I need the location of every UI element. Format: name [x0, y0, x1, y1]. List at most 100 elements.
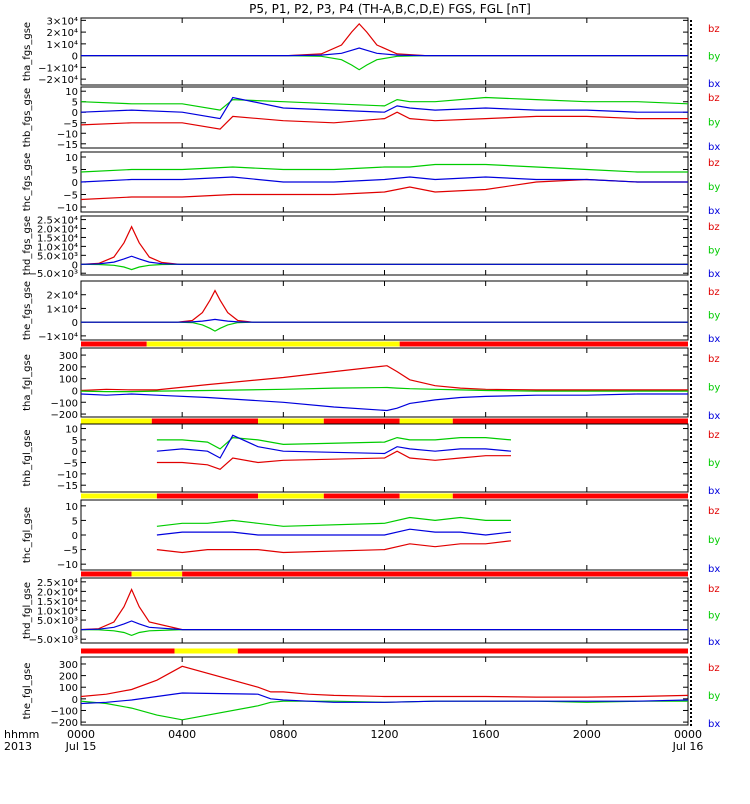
mode-bar-segment-yellow: [258, 418, 324, 424]
edge-tick-mark: [690, 508, 692, 510]
y-tick-label: 1.0×10⁴: [37, 242, 78, 253]
legend-bx: bx: [708, 719, 720, 730]
legend-bx: bx: [708, 637, 720, 648]
edge-tick-mark: [690, 176, 692, 178]
edge-tick-mark: [690, 92, 692, 94]
edge-tick-mark: [690, 216, 692, 218]
edge-tick-mark: [690, 188, 692, 190]
edge-tick-mark: [690, 596, 692, 598]
series-line-bx: [80, 692, 689, 705]
legend-bx: bx: [708, 206, 720, 217]
y-tick-label: −5.0×10³: [29, 269, 78, 280]
edge-tick-mark: [690, 676, 692, 678]
edge-tick-mark: [690, 236, 692, 238]
y-tick-label: −15: [57, 140, 78, 151]
edge-tick-mark: [690, 260, 692, 262]
edge-tick-mark: [690, 472, 692, 474]
legend-bz: bz: [708, 663, 720, 674]
y-tick-label: 10: [65, 153, 78, 164]
edge-tick-mark: [690, 568, 692, 570]
mode-bar-segment-red: [237, 648, 688, 654]
series-line-bz: [80, 665, 689, 698]
edge-tick-mark: [690, 604, 692, 606]
edge-tick-mark: [690, 232, 692, 234]
series-line-by: [80, 263, 688, 271]
edge-tick-mark: [690, 284, 692, 286]
edge-tick-mark: [690, 612, 692, 614]
y-tick-label: 2.0×10⁴: [37, 587, 78, 598]
edge-tick-mark: [690, 244, 692, 246]
mode-bar-segment-yellow: [146, 341, 400, 347]
y-tick-label: 5: [72, 98, 78, 109]
edge-tick-mark: [690, 700, 692, 702]
series-line-bx: [80, 255, 688, 265]
edge-tick-mark: [690, 544, 692, 546]
edge-tick-mark: [690, 628, 692, 630]
edge-tick-mark: [690, 148, 692, 150]
time-axis-row-label-2: 2013: [4, 740, 32, 753]
edge-tick-mark: [690, 560, 692, 562]
edge-tick-mark: [690, 492, 692, 494]
edge-tick-mark: [690, 392, 692, 394]
edge-tick-mark: [690, 512, 692, 514]
time-axis-row-label-1: hhmm: [4, 728, 39, 741]
edge-tick-mark: [690, 276, 692, 278]
edge-tick-mark: [690, 440, 692, 442]
mode-bar-segment-yellow: [81, 418, 152, 424]
series-line-by: [81, 54, 688, 71]
y-tick-label: 2×10⁴: [47, 291, 78, 302]
edge-tick-mark: [690, 712, 692, 714]
edge-tick-mark: [690, 360, 692, 362]
edge-tick-mark: [690, 572, 692, 574]
edge-tick-mark: [690, 52, 692, 54]
edge-tick-mark: [690, 584, 692, 586]
edge-tick-mark: [690, 476, 692, 478]
series-line-bz: [81, 289, 688, 323]
y-tick-label: 5: [72, 166, 78, 177]
edge-tick-mark: [690, 388, 692, 390]
x-tick-sublabel: Jul 16: [672, 740, 704, 753]
panel-thc_fgs_gse: 10 50 −5−10 thc_fgs_gse bz by bx: [22, 151, 720, 217]
edge-tick-mark: [690, 640, 692, 642]
chart-title: P5, P1, P2, P3, P4 (TH-A,B,C,D,E) FGS, F…: [249, 2, 531, 16]
legend-bz: bz: [708, 158, 720, 169]
edge-tick-mark: [690, 340, 692, 342]
x-tick-label: 0400: [168, 728, 196, 741]
y-tick-label: 0: [72, 260, 78, 271]
y-tick-label: 2×10⁴: [47, 28, 78, 39]
edge-tick-mark: [690, 380, 692, 382]
y-tick-label: 5.0×10³: [37, 251, 78, 262]
y-axis-label: tha_fgs_gse: [22, 22, 33, 81]
edge-tick-mark: [690, 332, 692, 334]
edge-tick-mark: [690, 120, 692, 122]
legend-bx: bx: [708, 564, 720, 575]
edge-tick-mark: [690, 88, 692, 90]
edge-tick-mark: [690, 180, 692, 182]
legend-by: by: [708, 311, 720, 322]
edge-tick-mark: [690, 592, 692, 594]
y-tick-label: 2.5×10⁴: [37, 578, 78, 589]
edge-tick-mark: [690, 48, 692, 50]
series-line-bx: [156, 434, 512, 459]
legend-by: by: [708, 182, 720, 193]
y-tick-label: −15: [57, 481, 78, 492]
legend-bz: bz: [708, 430, 720, 441]
edge-tick-mark: [690, 500, 692, 502]
mode-bar-segment-red: [81, 341, 147, 347]
legend-by: by: [708, 118, 720, 129]
edge-tick-mark: [690, 404, 692, 406]
edge-tick-mark: [690, 720, 692, 722]
y-tick-label: −10: [57, 560, 78, 571]
y-tick-label: 0: [72, 386, 78, 397]
mode-bar-segment-yellow: [399, 418, 453, 424]
edge-tick-mark: [690, 692, 692, 694]
edge-tick-mark: [690, 140, 692, 142]
y-tick-label: −5: [63, 119, 78, 130]
edge-tick-mark: [690, 424, 692, 426]
edge-tick-mark: [690, 184, 692, 186]
edge-tick-mark: [690, 20, 692, 22]
edge-tick-mark: [690, 348, 692, 350]
y-tick-label: −100: [51, 706, 78, 717]
legend-bx: bx: [708, 334, 720, 345]
